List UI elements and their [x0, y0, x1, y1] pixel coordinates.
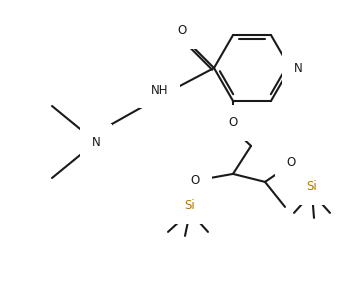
Text: O: O — [177, 24, 187, 37]
Text: O: O — [191, 175, 200, 187]
Text: Si: Si — [185, 199, 195, 213]
Text: O: O — [286, 156, 295, 169]
Text: NH: NH — [151, 84, 168, 96]
Text: O: O — [228, 116, 238, 129]
Text: N: N — [91, 135, 100, 149]
Text: N: N — [294, 62, 302, 75]
Text: Si: Si — [307, 180, 317, 194]
